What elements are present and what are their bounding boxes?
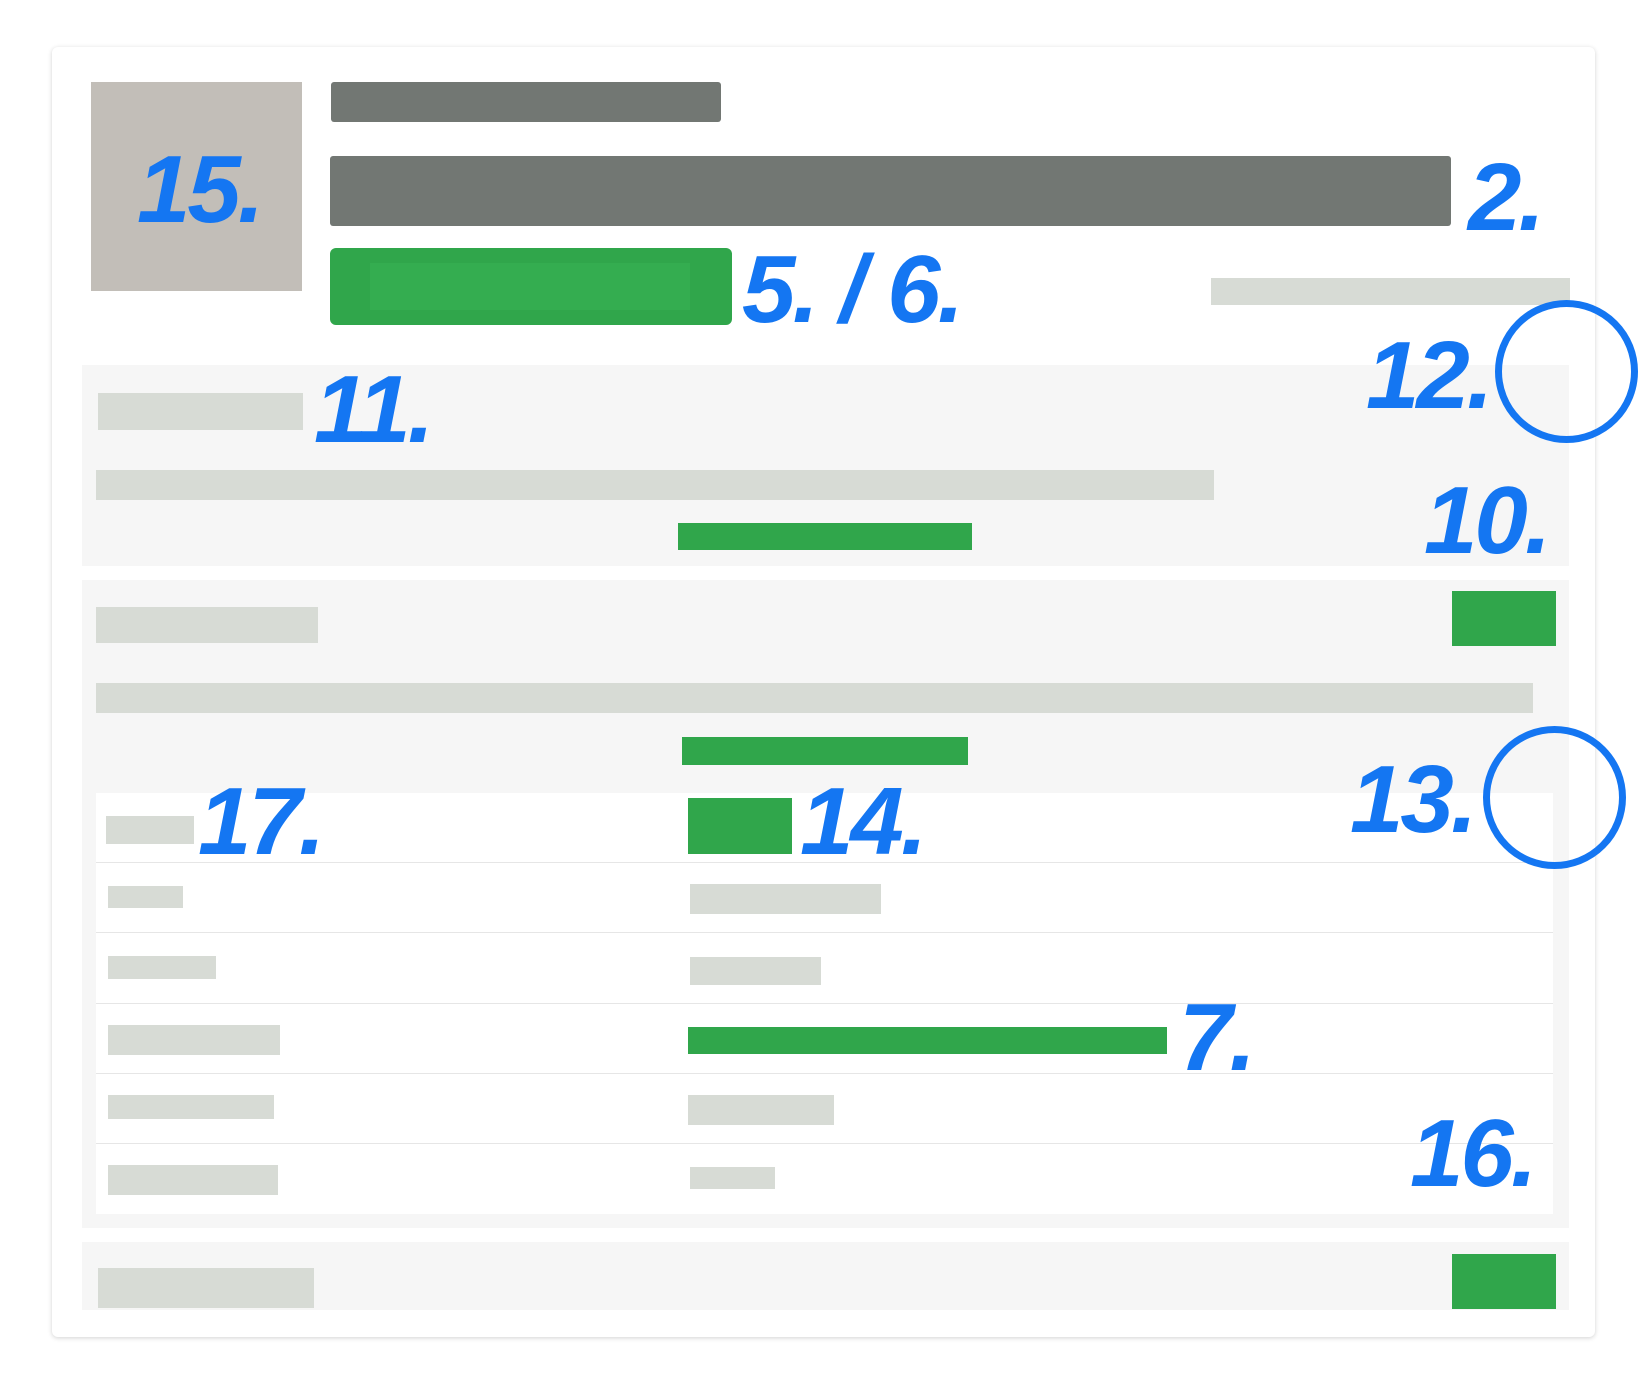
table-divider bbox=[96, 1003, 1553, 1004]
product-headline bbox=[330, 156, 1451, 226]
table-row-value bbox=[690, 1167, 775, 1189]
callout-7: 7. bbox=[1179, 984, 1256, 1091]
section-title bbox=[98, 393, 303, 430]
specs-toggle-button[interactable] bbox=[1452, 591, 1556, 646]
callout-16: 16. bbox=[1410, 1100, 1537, 1207]
table-row-value bbox=[690, 957, 821, 985]
callout-14: 14. bbox=[800, 768, 927, 875]
specs-title bbox=[96, 607, 318, 643]
callout-5-6: 5. / 6. bbox=[742, 236, 964, 343]
info-toggle-highlight[interactable] bbox=[1495, 300, 1638, 443]
table-divider bbox=[96, 862, 1553, 863]
price-text bbox=[1211, 278, 1570, 305]
primary-action-button[interactable] bbox=[330, 248, 732, 325]
callout-13: 13. bbox=[1350, 746, 1477, 853]
section-description bbox=[96, 470, 1214, 500]
reviews-title bbox=[98, 1268, 314, 1308]
primary-action-label bbox=[370, 263, 690, 310]
callout-2: 2. bbox=[1468, 144, 1545, 251]
reviews-toggle-button[interactable] bbox=[1452, 1254, 1556, 1309]
table-row-label bbox=[108, 1165, 278, 1195]
table-divider bbox=[96, 932, 1553, 933]
product-thumbnail[interactable] bbox=[91, 82, 302, 291]
callout-10: 10. bbox=[1424, 467, 1551, 574]
callout-11: 11. bbox=[314, 356, 434, 463]
callout-12: 12. bbox=[1366, 322, 1493, 429]
table-row-value bbox=[690, 884, 881, 914]
reviews-section bbox=[82, 1242, 1569, 1310]
read-more-link[interactable] bbox=[678, 523, 972, 550]
table-divider bbox=[96, 1143, 1553, 1144]
table-divider bbox=[96, 1073, 1553, 1074]
callout-17: 17. bbox=[198, 768, 325, 875]
table-row-label bbox=[108, 886, 183, 908]
table-row-label bbox=[108, 956, 216, 979]
table-row-value-action[interactable] bbox=[688, 798, 792, 854]
specs-link[interactable] bbox=[682, 737, 968, 765]
specs-description bbox=[96, 683, 1533, 713]
table-row-value bbox=[688, 1095, 834, 1125]
table-row-label bbox=[108, 1095, 274, 1119]
table-row-label bbox=[106, 816, 194, 844]
table-toggle-highlight[interactable] bbox=[1483, 726, 1626, 869]
category-text bbox=[331, 82, 721, 122]
callout-15: 15. bbox=[137, 136, 264, 243]
table-row-label bbox=[108, 1025, 280, 1055]
progress-bar bbox=[688, 1027, 1167, 1054]
